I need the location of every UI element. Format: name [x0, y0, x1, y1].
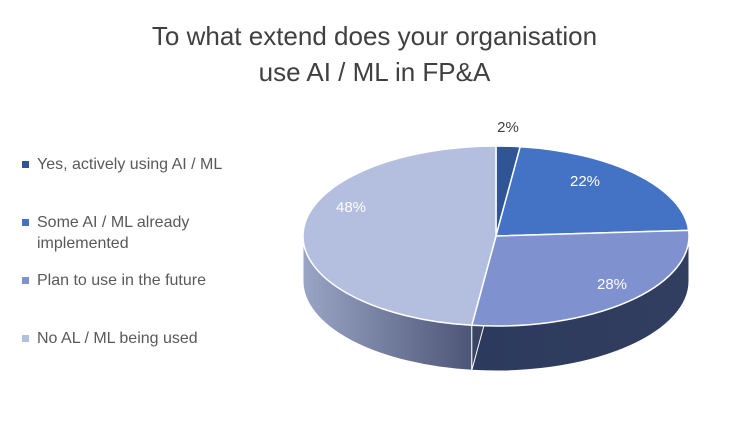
legend-swatch	[22, 219, 29, 226]
pie-slice-2	[470, 229, 690, 327]
legend-label: Some AI / ML already implemented	[37, 214, 190, 252]
legend-label: No AL / ML being used	[37, 330, 198, 347]
legend-label: Plan to use in the future	[37, 272, 206, 289]
data-label-1: 22%	[570, 173, 600, 190]
legend-item-plan-future: Plan to use in the future	[22, 270, 267, 291]
chart-title-line-2: use AI / ML in FP&A	[258, 57, 491, 87]
data-label-3: 48%	[336, 199, 366, 216]
chart-title-line-1: To what extend does your organisation	[151, 21, 598, 51]
legend-swatch	[22, 277, 29, 284]
legend-item-not-used: No AL / ML being used	[22, 328, 267, 349]
pie-slice-3	[302, 145, 497, 327]
legend-item-some-implemented: Some AI / ML already implemented	[22, 212, 212, 254]
legend-swatch	[22, 335, 29, 342]
legend-item-yes-actively: Yes, actively using AI / ML	[22, 154, 267, 175]
pie-slice-1	[495, 145, 690, 237]
legend-label: Yes, actively using AI / ML	[37, 156, 223, 173]
legend-swatch	[22, 161, 29, 168]
data-label-0: 2%	[497, 119, 519, 136]
data-label-2: 28%	[597, 276, 627, 293]
